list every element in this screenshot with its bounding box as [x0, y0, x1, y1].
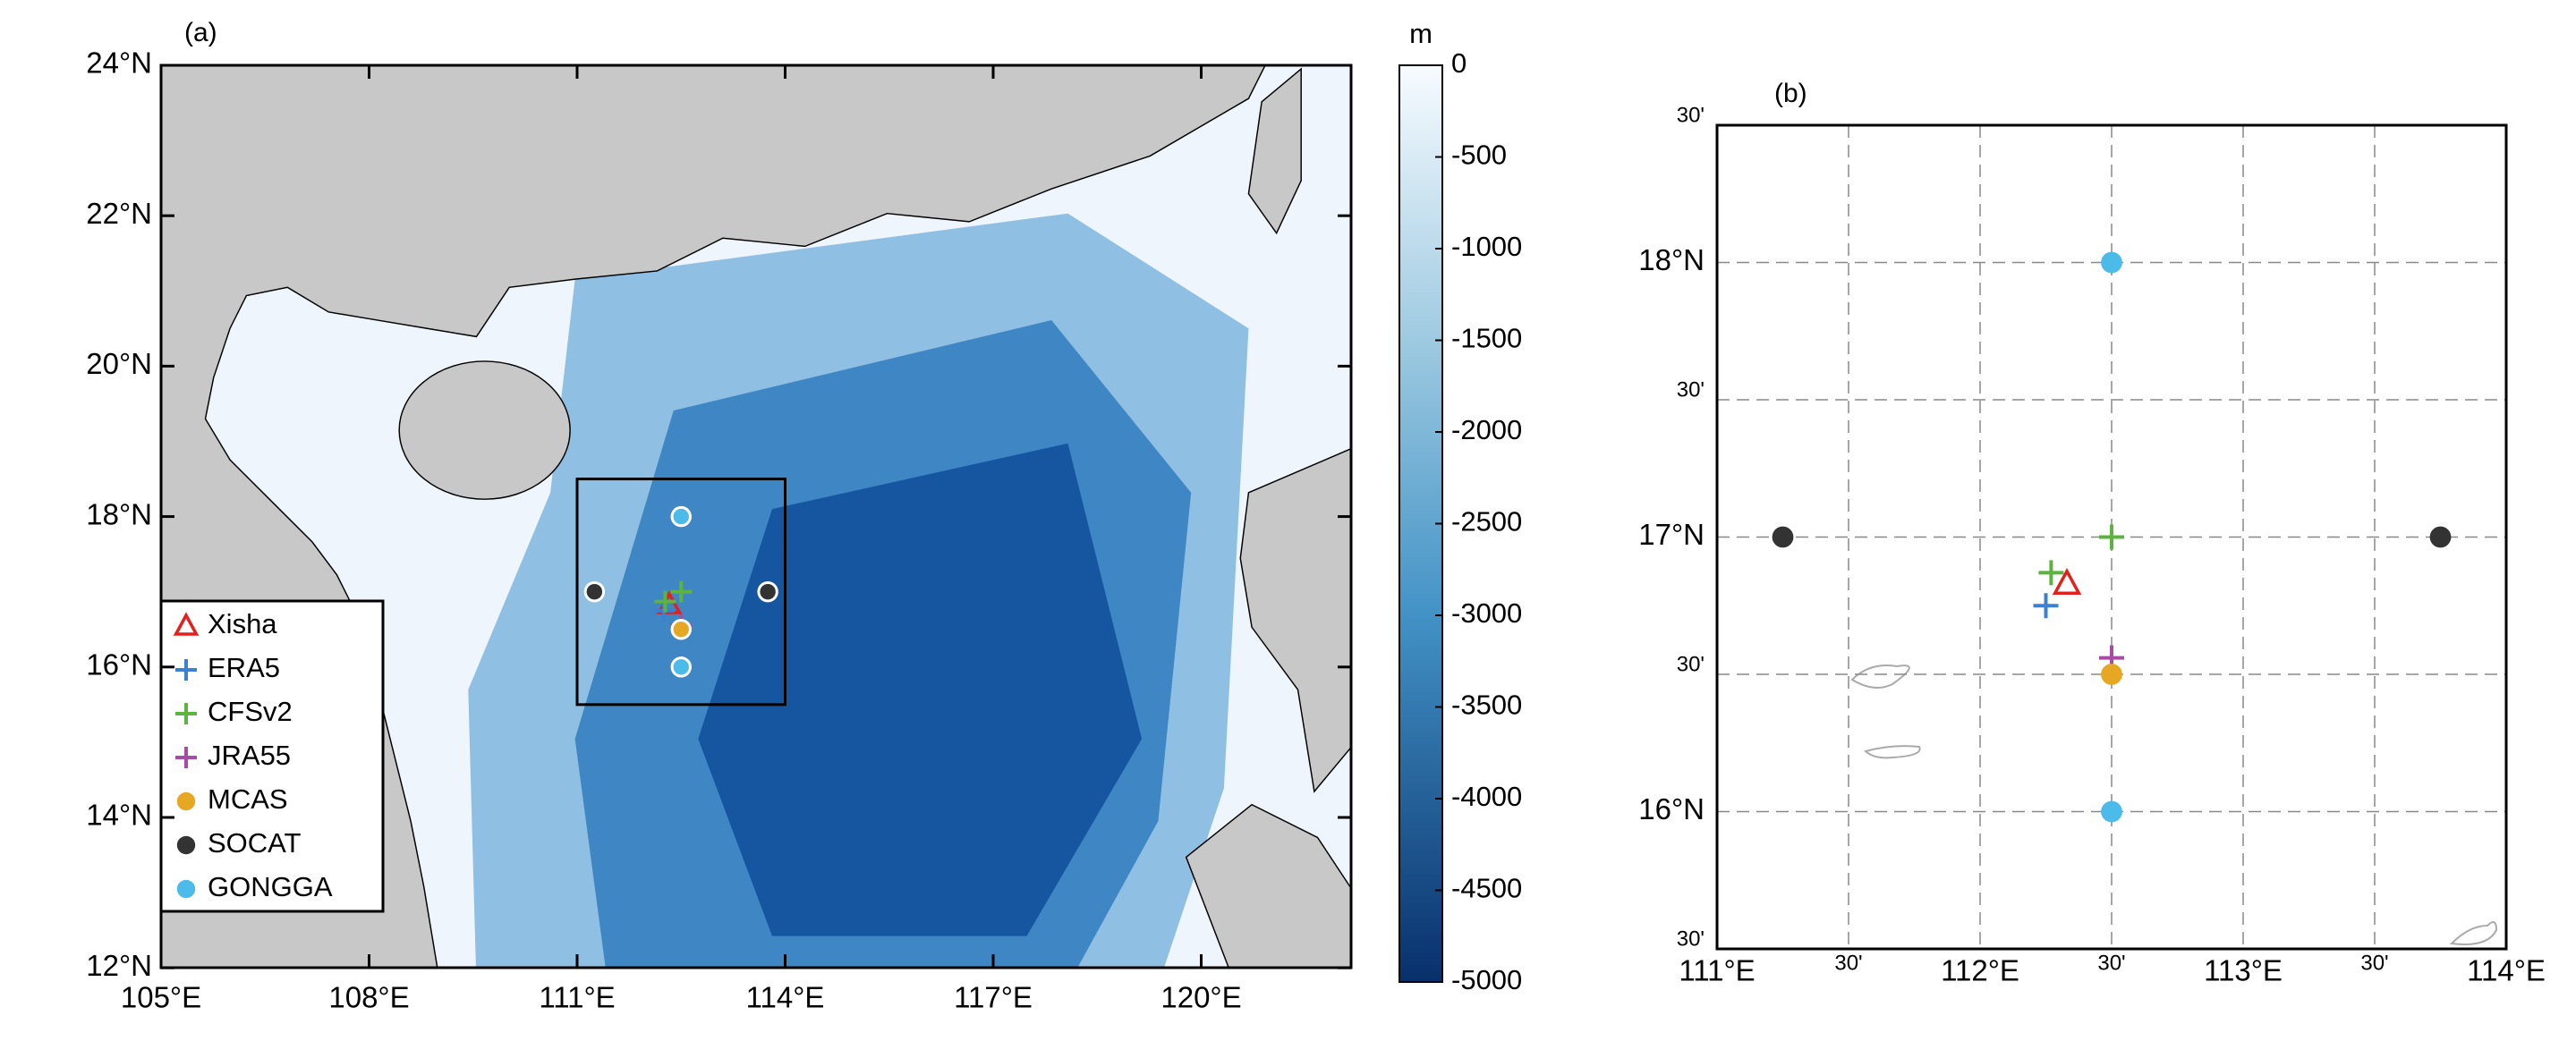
lon-tick-label: 30' [2097, 951, 2125, 975]
marker-dot [670, 505, 692, 528]
lat-tick-label: 18°N [86, 497, 152, 530]
marker-dot [176, 791, 196, 811]
lat-tick-label: 16°N [1638, 792, 1705, 825]
coastline-b [1850, 664, 2498, 945]
colorbar-tick-label: -1500 [1451, 323, 1522, 354]
lon-tick-label: 112°E [1941, 954, 2019, 987]
marker-plus [175, 747, 197, 768]
lon-tick-label: 111°E [539, 981, 615, 1014]
map-a-background [161, 65, 1351, 968]
marker-dot [176, 879, 196, 899]
lat-tick-label: 22°N [86, 197, 152, 230]
marker-plus [175, 659, 197, 681]
lon-tick-label: 117°E [954, 981, 1033, 1014]
colorbar-tick-label: -5000 [1451, 964, 1522, 995]
lon-tick-label: 105°E [121, 981, 201, 1014]
lat-tick-label: 16°N [86, 648, 152, 681]
lon-tick-label: 108°E [328, 981, 409, 1014]
marker-dot [2429, 526, 2452, 548]
marker-plus [2038, 560, 2064, 586]
marker-dot [176, 835, 196, 855]
lon-tick-label: 30' [2360, 951, 2388, 975]
marker-plus [2033, 593, 2059, 619]
lat-tick-label: 12°N [86, 949, 152, 982]
colorbar-tick-label: -3000 [1451, 597, 1522, 629]
marker-plus [2099, 524, 2124, 550]
legend-label: SOCAT [208, 827, 302, 859]
marker-dot [2101, 251, 2122, 274]
marker-plus [654, 590, 676, 613]
lon-tick-label: 30' [1834, 951, 1862, 975]
legend-label: MCAS [208, 783, 288, 815]
colorbar-tick-label: -4500 [1451, 873, 1522, 904]
marker-plus [670, 580, 693, 603]
colorbar-tick-label: -500 [1451, 140, 1507, 171]
colorbar-unit: m [1409, 18, 1433, 49]
marker-dot [583, 581, 606, 603]
marker-plus [175, 703, 197, 724]
lat-tick-label: 24°N [86, 47, 152, 80]
lat-tick-label: 30' [1677, 377, 1705, 402]
panel-label: (b) [1774, 79, 1807, 108]
subregion-box [575, 478, 786, 707]
marker-triangle [173, 612, 200, 636]
legend-label: JRA55 [208, 740, 291, 771]
lat-tick-label: 30' [1677, 103, 1705, 127]
marker-dot [2101, 800, 2122, 823]
map-b-frame [1715, 123, 2508, 951]
lon-tick-label: 114°E [2467, 954, 2546, 987]
marker-dot [670, 656, 692, 678]
lon-tick-label: 120°E [1160, 981, 1241, 1014]
legend-box [159, 599, 385, 913]
colorbar-tick-label: -3500 [1451, 690, 1522, 721]
colorbar-tick-label: -2500 [1451, 506, 1522, 537]
lat-tick-label: 20°N [86, 347, 152, 380]
lat-tick-label: 18°N [1638, 243, 1705, 276]
panel-label: (a) [184, 18, 217, 47]
legend-label: ERA5 [208, 652, 280, 683]
legend-label: GONGGA [208, 871, 333, 902]
marker-dot [1772, 526, 1794, 548]
colorbar-tick-label: -4000 [1451, 781, 1522, 812]
marker-dot [2101, 664, 2122, 685]
lat-tick-label: 14°N [86, 799, 152, 832]
lat-tick-label: 30' [1677, 652, 1705, 676]
legend-label: Xisha [208, 608, 277, 639]
legend-label: CFSv2 [208, 696, 293, 727]
lon-tick-label: 113°E [2204, 954, 2283, 987]
colorbar-tick-label: -1000 [1451, 231, 1522, 262]
lon-tick-label: 114°E [746, 981, 825, 1014]
lat-tick-label: 17°N [1638, 518, 1705, 551]
lon-tick-label: 111°E [1679, 954, 1755, 987]
colorbar-tick-label: 0 [1451, 47, 1467, 79]
marker-triangle [2052, 568, 2082, 595]
lat-tick-label: 30' [1677, 927, 1705, 951]
marker-dot [670, 619, 692, 640]
colorbar-tick-label: -2000 [1451, 414, 1522, 445]
marker-dot [757, 581, 778, 603]
